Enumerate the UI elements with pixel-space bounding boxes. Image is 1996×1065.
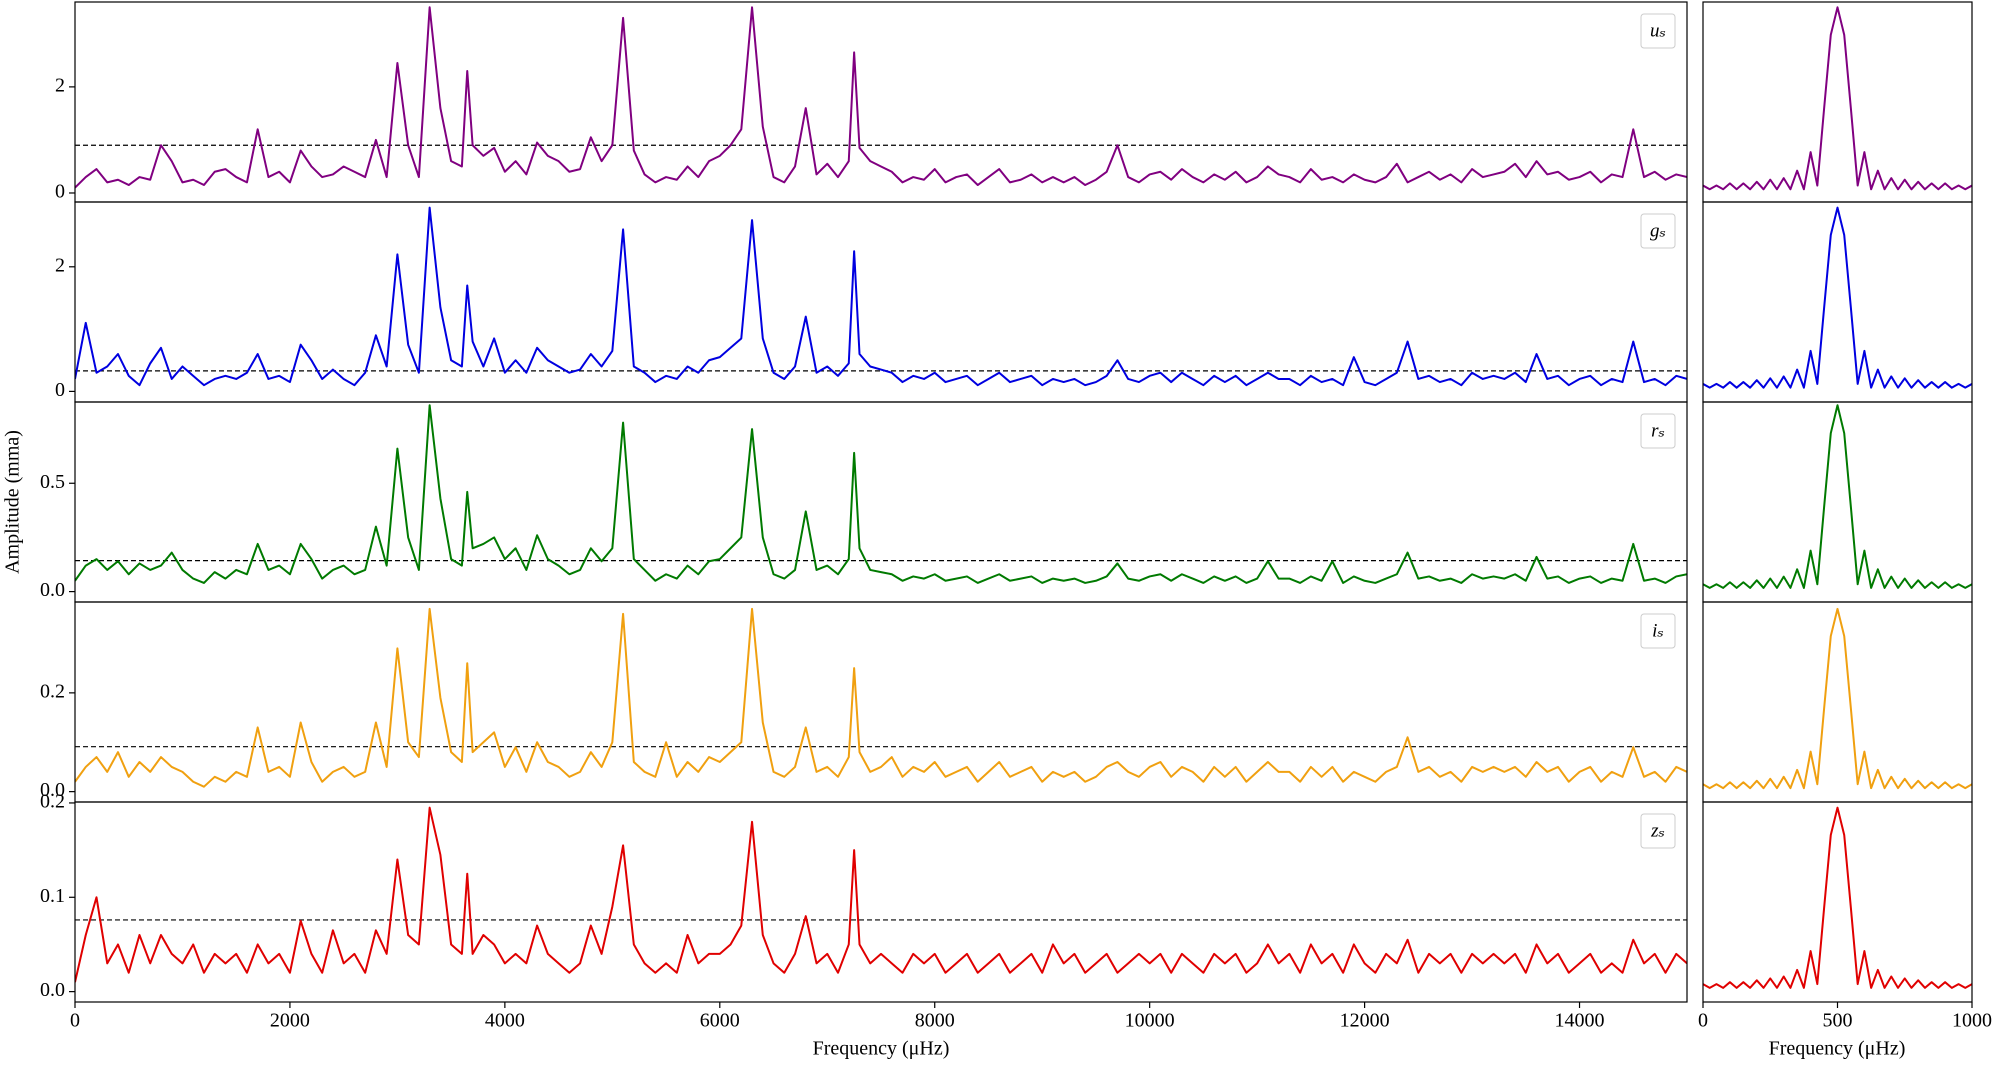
legend-box (1640, 613, 1676, 649)
amplitude-line (1703, 206, 1972, 389)
x-tick-label: 2000 (270, 1010, 310, 1032)
amplitude-line (1703, 404, 1972, 589)
panel-frame (1702, 401, 1973, 603)
x-tick-label: 0 (70, 1010, 80, 1032)
x-tick-label: 6000 (700, 1010, 740, 1032)
y-axis-label: Amplitude (mma) (2, 430, 24, 574)
panel-frame (1702, 801, 1973, 1003)
y-tick-label: 0.2 (40, 791, 65, 813)
amplitude-line (75, 6, 1687, 189)
panel-frame (74, 801, 1688, 1003)
amplitude-line (75, 806, 1687, 983)
amplitude-line (75, 404, 1687, 584)
y-tick-label: 0 (55, 181, 65, 203)
legend-label: uₛ (1650, 20, 1666, 41)
legend-label: gₛ (1650, 220, 1666, 241)
y-tick-label: 0.0 (40, 579, 65, 601)
x-axis-label: Frequency (μHz) (813, 1038, 950, 1060)
y-tick-label: 0.0 (40, 979, 65, 1001)
x-axis-label: Frequency (μHz) (1769, 1038, 1906, 1060)
amplitude-line (75, 206, 1687, 387)
legend-label: rₛ (1651, 420, 1665, 441)
amplitude-line (1703, 806, 1972, 989)
x-tick-label: 8000 (915, 1010, 955, 1032)
y-tick-label: 2 (55, 74, 65, 96)
x-tick-label: 1000 (1952, 1010, 1992, 1032)
panel-frame (1702, 201, 1973, 403)
y-tick-label: 0.0 (40, 779, 65, 801)
legend-label: iₛ (1652, 620, 1664, 641)
panel-frame (74, 201, 1688, 403)
amplitude-line (75, 607, 1687, 788)
x-tick-label: 500 (1823, 1010, 1853, 1032)
amplitude-line (1703, 607, 1972, 790)
legend-box (1640, 813, 1676, 849)
legend-box (1640, 413, 1676, 449)
y-tick-label: 0.2 (40, 680, 65, 702)
amplitude-line (1703, 6, 1972, 191)
x-tick-label: 10000 (1125, 1010, 1175, 1032)
y-tick-label: 2 (55, 254, 65, 276)
x-tick-label: 0 (1698, 1010, 1708, 1032)
legend-box (1640, 13, 1676, 49)
panel-frame (1702, 1, 1973, 203)
panel-frame (1702, 601, 1973, 803)
y-tick-label: 0.5 (40, 471, 65, 493)
y-tick-label: 0 (55, 379, 65, 401)
x-tick-label: 12000 (1340, 1010, 1390, 1032)
legend-label: zₛ (1650, 820, 1665, 841)
x-tick-label: 14000 (1555, 1010, 1605, 1032)
y-tick-label: 0.1 (40, 885, 65, 907)
legend-box (1640, 213, 1676, 249)
x-tick-label: 4000 (485, 1010, 525, 1032)
